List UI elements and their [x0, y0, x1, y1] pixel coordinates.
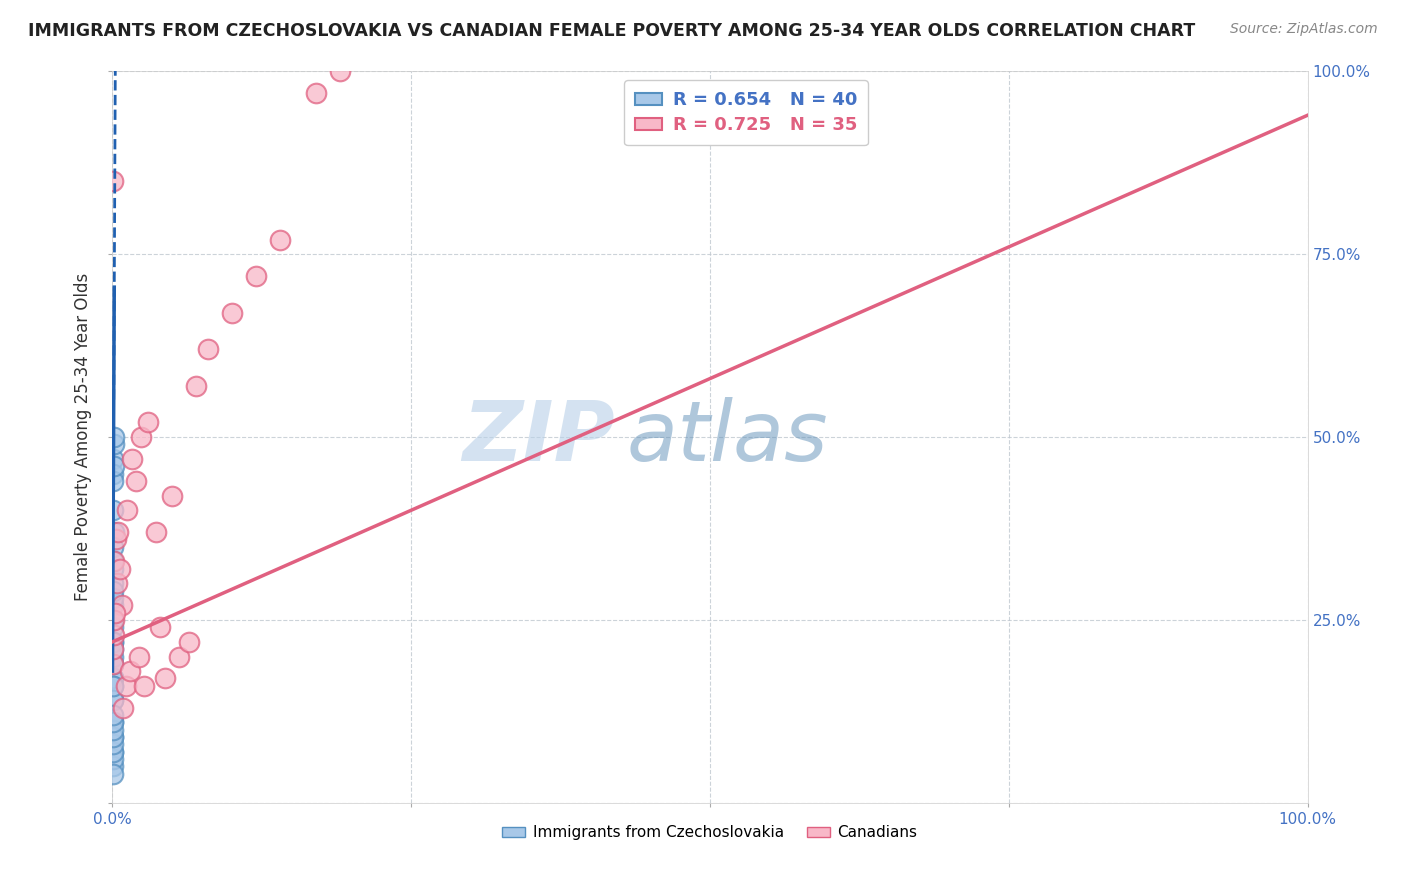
Point — [101, 620, 124, 634]
Point — [101, 649, 124, 664]
Point — [101, 174, 124, 188]
Point — [103, 459, 125, 474]
Point — [149, 620, 172, 634]
Point — [101, 613, 124, 627]
Point — [162, 489, 183, 503]
Point — [153, 672, 176, 686]
Point — [132, 679, 155, 693]
Point — [101, 752, 124, 766]
Text: atlas: atlas — [627, 397, 828, 477]
Point — [103, 613, 125, 627]
Point — [177, 635, 200, 649]
Point — [115, 503, 138, 517]
Point — [107, 525, 129, 540]
Point — [101, 693, 124, 707]
Point — [269, 233, 291, 247]
Point — [108, 562, 131, 576]
Point — [101, 715, 124, 730]
Point — [128, 649, 150, 664]
Y-axis label: Female Poverty Among 25-34 Year Olds: Female Poverty Among 25-34 Year Olds — [75, 273, 93, 601]
Point — [186, 379, 208, 393]
Text: Source: ZipAtlas.com: Source: ZipAtlas.com — [1230, 22, 1378, 37]
Point — [120, 664, 142, 678]
Point — [103, 503, 125, 517]
Point — [169, 649, 191, 664]
Point — [101, 766, 124, 780]
Point — [101, 723, 124, 737]
Point — [103, 430, 125, 444]
Point — [103, 627, 125, 641]
Point — [138, 416, 160, 430]
Point — [101, 693, 124, 707]
Point — [103, 715, 125, 730]
Point — [221, 306, 243, 320]
Text: ZIP: ZIP — [461, 397, 614, 477]
Point — [101, 730, 124, 744]
Point — [114, 679, 136, 693]
Point — [101, 635, 124, 649]
Point — [101, 737, 124, 751]
Point — [103, 554, 125, 568]
Point — [112, 700, 135, 714]
Point — [125, 474, 148, 488]
Point — [329, 64, 352, 78]
Point — [103, 576, 125, 591]
Point — [103, 554, 125, 568]
Point — [101, 672, 124, 686]
Point — [129, 430, 152, 444]
Point — [103, 591, 125, 605]
Point — [103, 672, 125, 686]
Point — [101, 745, 124, 759]
Point — [101, 679, 124, 693]
Point — [101, 474, 124, 488]
Point — [121, 452, 143, 467]
Point — [103, 599, 125, 613]
Point — [101, 679, 124, 693]
Point — [101, 635, 124, 649]
Point — [105, 533, 128, 547]
Point — [101, 583, 124, 598]
Point — [103, 540, 125, 554]
Text: IMMIGRANTS FROM CZECHOSLOVAKIA VS CANADIAN FEMALE POVERTY AMONG 25-34 YEAR OLDS : IMMIGRANTS FROM CZECHOSLOVAKIA VS CANADI… — [28, 22, 1195, 40]
Point — [101, 745, 124, 759]
Point — [101, 759, 124, 773]
Point — [103, 452, 125, 467]
Point — [101, 657, 124, 671]
Point — [103, 642, 125, 657]
Legend: Immigrants from Czechoslovakia, Canadians: Immigrants from Czechoslovakia, Canadian… — [496, 819, 924, 847]
Point — [101, 562, 124, 576]
Point — [101, 467, 124, 481]
Point — [105, 576, 128, 591]
Point — [145, 525, 167, 540]
Point — [197, 343, 219, 357]
Point — [305, 87, 328, 101]
Point — [101, 730, 124, 744]
Point — [111, 599, 134, 613]
Point — [103, 437, 125, 451]
Point — [104, 606, 127, 620]
Point — [103, 708, 125, 723]
Point — [101, 642, 124, 657]
Point — [101, 657, 124, 671]
Point — [103, 525, 125, 540]
Point — [245, 269, 267, 284]
